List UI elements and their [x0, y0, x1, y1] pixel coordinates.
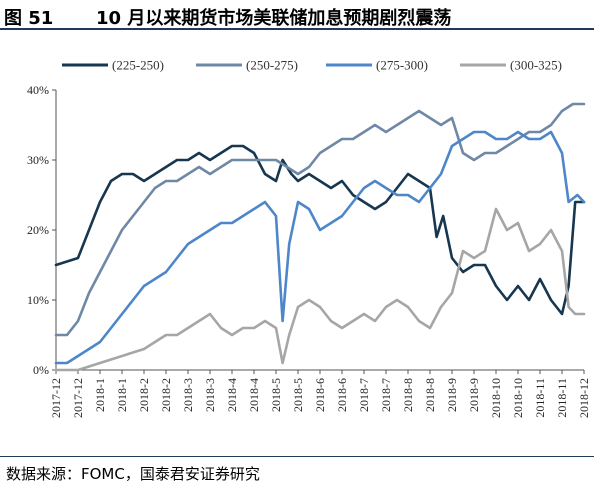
series-line-1 [54, 144, 586, 316]
x-tick-label: 2018-5 [291, 378, 305, 412]
x-tick-label: 2018-10 [489, 378, 503, 418]
legend-label-2: (250-275) [246, 58, 298, 73]
line-chart: 0% 10% 20% 30% 40% 2017-12 2017-12 2018-1 2018-1… [27, 58, 591, 419]
x-tick-label: 2018-6 [335, 378, 349, 412]
x-tick-label: 2018-4 [247, 378, 261, 412]
y-tick-label: 40% [27, 83, 49, 97]
x-tick-label: 2018-9 [467, 378, 481, 412]
x-tick-label: 2017-12 [49, 378, 63, 418]
y-tick-label: 0% [33, 363, 49, 377]
legend-label-3: (275-300) [376, 58, 428, 73]
x-tick-label: 2018-1 [115, 378, 129, 412]
y-tick-label: 20% [27, 223, 49, 237]
x-tick-label: 2018-7 [357, 378, 371, 412]
x-tick-label: 2018-11 [533, 378, 547, 418]
x-tick-label: 2018-12 [577, 378, 591, 418]
source-bar: 数据来源：FOMC，国泰君安证券研究 [0, 456, 594, 487]
x-tick-label: 2018-3 [181, 378, 195, 412]
figure-number: 图 51 [4, 8, 54, 29]
x-tick-label: 2018-1 [93, 378, 107, 412]
x-tick-label: 2018-6 [313, 378, 327, 412]
x-tick-label: 2018-2 [137, 378, 151, 412]
y-tick-label: 10% [27, 293, 49, 307]
series-line-2 [54, 102, 586, 337]
x-tick-label: 2018-4 [225, 378, 239, 412]
source-note: 数据来源：FOMC，国泰君安证券研究 [6, 465, 260, 483]
legend-label-4: (300-325) [510, 58, 562, 73]
legend-label-1: (225-250) [112, 58, 164, 73]
x-tick-label: 2017-12 [71, 378, 85, 418]
y-tick-label: 30% [27, 153, 49, 167]
x-tick-label: 2018-9 [445, 378, 459, 412]
x-tick-label: 2018-11 [555, 378, 569, 418]
x-tick-label: 2018-7 [379, 378, 393, 412]
figure-title-bar: 图 51 10 月以来期货市场美联储加息预期剧烈震荡 [0, 0, 594, 30]
x-tick-label: 2018-3 [203, 378, 217, 412]
figure-title: 10 月以来期货市场美联储加息预期剧烈震荡 [96, 8, 452, 29]
x-tick-label: 2018-8 [401, 378, 415, 412]
x-tick-label: 2018-2 [159, 378, 173, 412]
x-tick-label: 2018-5 [269, 378, 283, 412]
x-tick-label: 2018-8 [423, 378, 437, 412]
series-line-4 [54, 207, 586, 372]
x-tick-label: 2018-10 [511, 378, 525, 418]
series-line-3 [54, 130, 586, 365]
